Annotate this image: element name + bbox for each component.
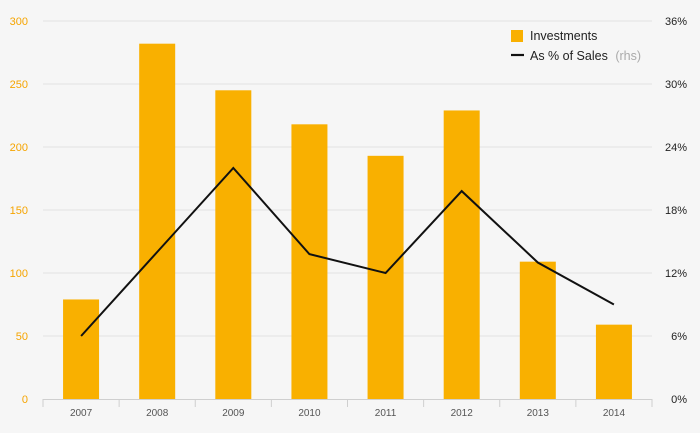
legend-swatch-investments — [511, 30, 523, 42]
y-left-tick-label: 200 — [10, 142, 28, 154]
y-right-tick-label: 36% — [665, 16, 687, 28]
line-group — [80, 166, 615, 337]
legend-label-sales-pct: As % of Sales — [530, 49, 608, 63]
y-right-tick-label: 12% — [665, 268, 687, 280]
legend: Investments As % of Sales (rhs) — [511, 29, 641, 63]
bar — [443, 110, 480, 400]
legend-label-investments: Investments — [530, 29, 597, 43]
y-left-tick-label: 150 — [10, 205, 28, 217]
axes-group: 0 0% 50 6% 100 12% 150 18% 200 24% 250 30% 300 36% 200… — [10, 16, 688, 419]
y-left-tick-label: 50 — [16, 331, 28, 343]
y-left-tick-label: 0 — [22, 394, 28, 406]
bar — [367, 155, 404, 399]
x-tick-label: 2010 — [298, 408, 321, 419]
y-left-tick-label: 100 — [10, 268, 28, 280]
legend-note-rhs: (rhs) — [615, 49, 641, 63]
x-tick-label: 2009 — [222, 408, 245, 419]
x-tick-label: 2014 — [603, 408, 626, 419]
bar — [139, 43, 176, 400]
bars-group — [63, 43, 632, 400]
y-left-tick-label: 250 — [10, 79, 28, 91]
y-right-tick-label: 18% — [665, 205, 687, 217]
y-right-tick-label: 24% — [665, 142, 687, 154]
y-right-tick-label: 6% — [671, 331, 687, 343]
bar — [63, 299, 100, 399]
x-tick-label: 2007 — [70, 408, 93, 419]
y-right-tick-label: 30% — [665, 79, 687, 91]
x-tick-label: 2011 — [375, 408, 397, 419]
bar — [519, 261, 556, 399]
y-right-tick-label: 0% — [671, 394, 687, 406]
gridlines — [43, 20, 652, 337]
y-left-tick-label: 300 — [10, 16, 28, 28]
x-tick-label: 2008 — [146, 408, 169, 419]
sales-pct-line — [80, 166, 615, 337]
bar — [595, 324, 632, 399]
legend-entry-sales-pct: As % of Sales (rhs) — [530, 49, 641, 63]
x-tick-label: 2012 — [451, 408, 474, 419]
bar — [215, 90, 252, 400]
bar — [291, 124, 328, 399]
x-tick-label: 2013 — [527, 408, 550, 419]
